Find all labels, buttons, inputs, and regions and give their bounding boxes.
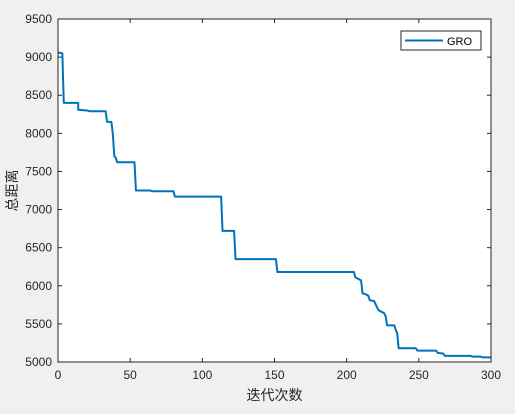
- y-tick-label: 5000: [25, 355, 52, 369]
- plot-area: [58, 19, 491, 362]
- y-tick-label: 6000: [25, 279, 52, 293]
- series-layer: [57, 51, 491, 359]
- y-tick-label: 5500: [25, 317, 52, 331]
- y-axis-label: 总距离: [4, 170, 20, 212]
- y-tick-label: 7000: [25, 203, 52, 217]
- series-line-gro: [57, 51, 491, 359]
- x-tick-label: 200: [337, 368, 357, 382]
- y-tick-label: 8000: [25, 126, 52, 140]
- x-tick-label: 100: [192, 368, 212, 382]
- legend-label: GRO: [447, 36, 473, 48]
- axes-box: [57, 18, 492, 363]
- y-tick-label: 9000: [25, 50, 52, 64]
- legend: GRO: [400, 30, 482, 51]
- y-tick-label: 8500: [25, 88, 52, 102]
- x-tick-label: 250: [409, 368, 429, 382]
- y-tick-label: 9500: [25, 12, 52, 26]
- y-tick-label: 7500: [25, 164, 52, 178]
- x-axis-label: 迭代次数: [247, 387, 303, 403]
- y-tick-label: 6500: [25, 241, 52, 255]
- x-tick-label: 300: [481, 368, 501, 382]
- x-tick-label: 150: [264, 368, 284, 382]
- ticks-layer: 0 50 100 150 200 250 300 5000 5500 6000 6500 7000 75…: [25, 12, 501, 382]
- x-tick-label: 50: [123, 368, 137, 382]
- x-tick-label: 0: [55, 368, 62, 382]
